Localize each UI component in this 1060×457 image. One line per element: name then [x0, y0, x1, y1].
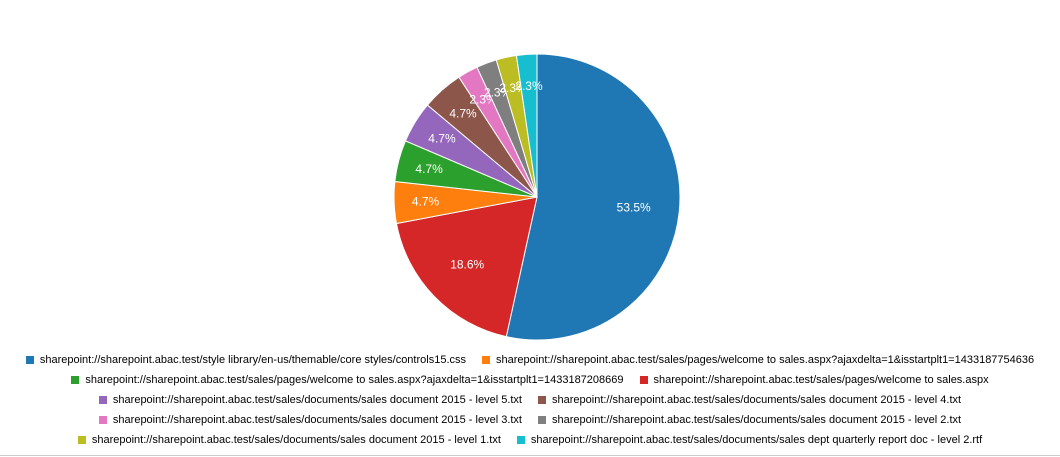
slice-label-9: 2.3% — [499, 81, 527, 95]
slice-label-4: 4.7% — [415, 162, 443, 176]
legend-item[interactable]: sharepoint://sharepoint.abac.test/sales/… — [538, 394, 961, 406]
legend-label: sharepoint://sharepoint.abac.test/sales/… — [496, 354, 1035, 366]
bottom-divider — [0, 455, 1060, 456]
pie-chart-svg: 53.5%18.6%4.7%4.7%4.7%4.7%2.3%2.3%2.3%2.… — [393, 53, 681, 341]
legend-row-1: sharepoint://sharepoint.abac.test/style … — [0, 350, 1060, 370]
legend-label: sharepoint://sharepoint.abac.test/sales/… — [552, 414, 962, 426]
chart-legend: sharepoint://sharepoint.abac.test/style … — [0, 350, 1060, 450]
legend-swatch — [516, 436, 525, 444]
legend-swatch — [77, 436, 86, 444]
legend-swatch — [25, 356, 34, 364]
legend-label: sharepoint://sharepoint.abac.test/sales/… — [530, 434, 983, 446]
slice-label-2: 18.6% — [450, 258, 484, 272]
legend-swatch — [71, 376, 80, 384]
legend-row-2: sharepoint://sharepoint.abac.test/sales/… — [0, 370, 1060, 390]
pie-slice-10[interactable] — [515, 53, 538, 198]
slice-label-6: 4.7% — [449, 107, 477, 121]
pie-slice-1[interactable] — [505, 53, 681, 341]
legend-swatch — [482, 356, 490, 364]
legend-label: sharepoint://sharepoint.abac.test/sales/… — [85, 374, 624, 386]
legend-item[interactable]: sharepoint://sharepoint.abac.test/sales/… — [71, 374, 624, 386]
legend-label: sharepoint://sharepoint.abac.test/sales/… — [112, 394, 522, 406]
pie-slice-2[interactable] — [395, 196, 538, 338]
legend-item[interactable]: sharepoint://sharepoint.abac.test/style … — [25, 354, 466, 366]
legend-swatch — [538, 416, 546, 424]
legend-label: sharepoint://sharepoint.abac.test/sales/… — [653, 374, 989, 386]
legend-swatch — [538, 396, 546, 404]
legend-swatch — [98, 416, 107, 424]
legend-row-4: sharepoint://sharepoint.abac.test/sales/… — [0, 410, 1060, 430]
legend-item[interactable]: sharepoint://sharepoint.abac.test/sales/… — [538, 414, 961, 426]
legend-row-3: sharepoint://sharepoint.abac.test/sales/… — [0, 390, 1060, 410]
legend-item[interactable]: sharepoint://sharepoint.abac.test/sales/… — [482, 354, 1034, 366]
slice-label-10: 2.3% — [515, 79, 543, 93]
legend-swatch — [98, 396, 107, 404]
legend-label: sharepoint://sharepoint.abac.test/style … — [39, 354, 466, 366]
legend-label: sharepoint://sharepoint.abac.test/sales/… — [91, 434, 501, 446]
legend-swatch — [639, 376, 648, 384]
legend-label: sharepoint://sharepoint.abac.test/sales/… — [552, 394, 962, 406]
legend-item[interactable]: sharepoint://sharepoint.abac.test/sales/… — [77, 434, 501, 446]
legend-row-5: sharepoint://sharepoint.abac.test/sales/… — [0, 430, 1060, 450]
slice-label-3: 4.7% — [412, 194, 440, 208]
slice-label-5: 4.7% — [428, 132, 456, 146]
legend-item[interactable]: sharepoint://sharepoint.abac.test/sales/… — [516, 434, 983, 446]
legend-item[interactable]: sharepoint://sharepoint.abac.test/sales/… — [98, 394, 522, 406]
slice-label-1: 53.5% — [617, 201, 651, 215]
legend-label: sharepoint://sharepoint.abac.test/sales/… — [112, 414, 522, 426]
legend-item[interactable]: sharepoint://sharepoint.abac.test/sales/… — [98, 414, 522, 426]
legend-item[interactable]: sharepoint://sharepoint.abac.test/sales/… — [639, 374, 989, 386]
